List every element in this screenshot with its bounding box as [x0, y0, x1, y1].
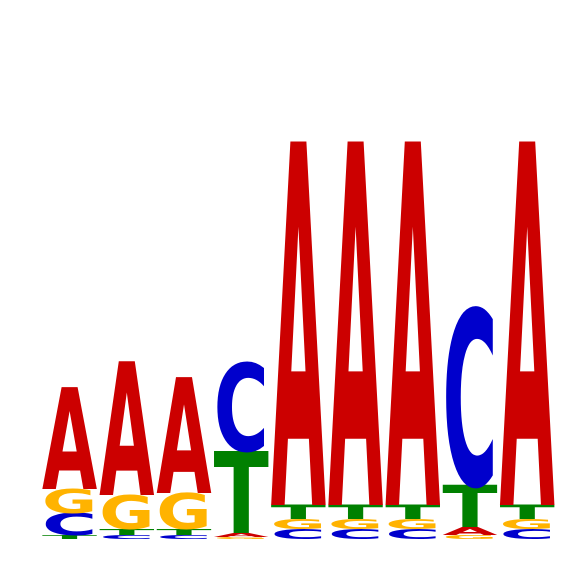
letter-t: T: [385, 501, 440, 524]
letter-g: G: [156, 483, 211, 541]
letter-t: T: [500, 501, 555, 524]
letter-g: G: [328, 517, 383, 533]
letter-c: C: [99, 534, 154, 540]
letter-c: C: [156, 534, 211, 540]
letter-g: G: [385, 517, 440, 533]
letter-a: A: [442, 525, 498, 538]
letter-g: G: [500, 517, 555, 533]
letter-t: T: [99, 527, 154, 537]
letter-a: A: [271, 42, 327, 566]
letter-g: G: [442, 534, 497, 540]
letter-g: G: [214, 537, 269, 540]
letter-t: T: [328, 501, 383, 524]
letter-a: A: [385, 42, 441, 566]
letter-c: C: [442, 262, 497, 543]
letter-g: G: [271, 517, 326, 533]
letter-c: C: [214, 339, 269, 479]
letter-g: G: [99, 486, 154, 541]
letter-g: G: [42, 483, 97, 521]
letter-a: A: [42, 361, 97, 523]
letter-a: A: [156, 347, 211, 532]
letter-c: C: [500, 526, 555, 542]
letter-a: A: [328, 42, 384, 566]
letter-t: T: [156, 527, 211, 537]
letter-a: A: [99, 325, 154, 539]
letter-t: T: [271, 501, 326, 524]
letter-c: C: [271, 526, 326, 542]
letter-a: A: [500, 42, 556, 566]
letter-t: T: [214, 430, 269, 561]
letter-t: T: [42, 534, 97, 540]
letter-a: A: [214, 532, 269, 538]
letter-c: C: [328, 526, 383, 542]
letter-t: T: [442, 474, 497, 541]
letter-c: C: [385, 526, 440, 542]
letter-c: C: [42, 507, 97, 542]
